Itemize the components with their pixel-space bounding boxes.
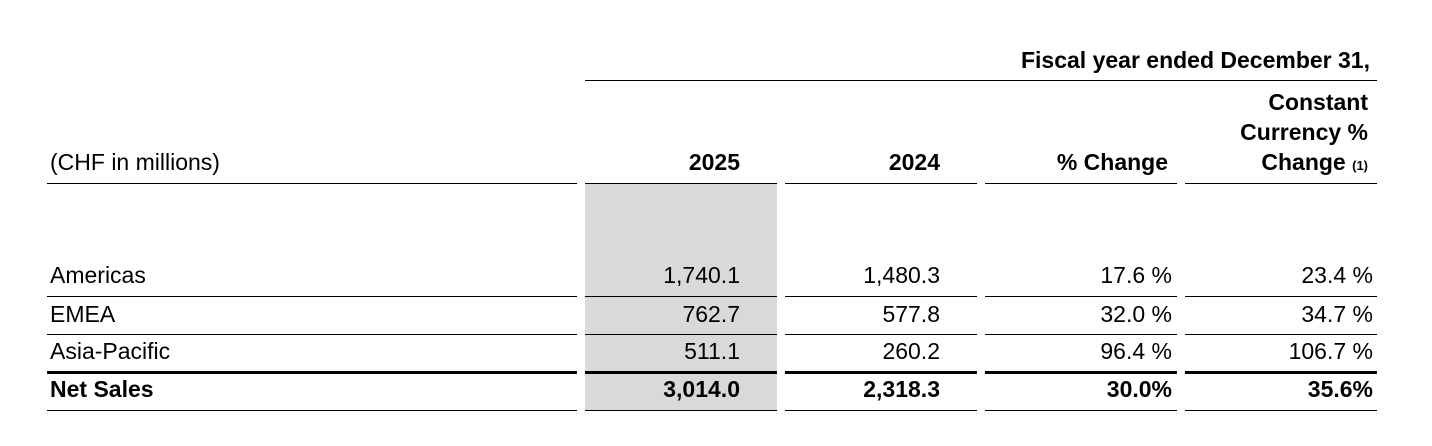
column-header: Constant Currency % Change (1) — [1185, 87, 1368, 181]
rule — [985, 183, 1177, 184]
rule — [585, 80, 1377, 81]
rule — [1185, 410, 1377, 411]
cell-value: 2,318.3 — [863, 376, 940, 402]
rule — [1185, 296, 1377, 297]
rule — [585, 334, 777, 335]
rule — [585, 183, 777, 184]
rule — [785, 334, 977, 335]
rule — [1185, 183, 1377, 184]
row-label: Asia-Pacific — [50, 338, 171, 364]
cell-value: 3,014.0 — [663, 376, 740, 402]
rule — [985, 296, 1177, 297]
header-line: Constant — [1268, 89, 1368, 115]
cell-value: 260.2 — [882, 338, 940, 364]
cell-value: 762.7 — [682, 301, 740, 327]
column-header: % Change — [1056, 149, 1168, 175]
rule — [1185, 334, 1377, 335]
rule — [785, 410, 977, 411]
rule — [585, 296, 777, 297]
rule — [47, 296, 577, 297]
column-header: (CHF in millions) — [50, 149, 220, 175]
column-header: 2025 — [688, 149, 740, 175]
rule — [985, 410, 1177, 411]
cell-value: 96.4 % — [1100, 338, 1172, 364]
rule — [785, 183, 977, 184]
cell-value: 23.4 % — [1301, 262, 1373, 288]
cell-value: 577.8 — [882, 301, 940, 327]
row-label: Net Sales — [50, 376, 154, 402]
rule — [47, 410, 577, 411]
cell-value: 106.7 % — [1288, 338, 1373, 364]
rule — [47, 334, 577, 335]
rule — [585, 410, 777, 411]
rule — [985, 334, 1177, 335]
cell-value: 30.0% — [1106, 376, 1172, 402]
column-header: 2024 — [888, 149, 940, 175]
cell-value: 1,480.3 — [863, 262, 940, 288]
footnote: (1) — [1352, 158, 1368, 173]
rule — [585, 371, 777, 374]
rule — [985, 371, 1177, 374]
rule — [785, 371, 977, 374]
super-header: Fiscal year ended December 31, — [1020, 47, 1370, 73]
rule — [1185, 371, 1377, 374]
rule — [47, 371, 577, 374]
rule — [785, 296, 977, 297]
header-line: Change (1) — [1185, 147, 1368, 181]
cell-value: 32.0 % — [1100, 301, 1172, 327]
rule — [47, 183, 577, 184]
cell-value: 1,740.1 — [663, 262, 740, 288]
cell-value: 17.6 % — [1100, 262, 1172, 288]
row-label: Americas — [50, 262, 146, 288]
cell-value: 35.6% — [1307, 376, 1373, 402]
cell-value: 511.1 — [684, 338, 740, 364]
header-text: Change — [1261, 149, 1346, 175]
row-label: EMEA — [50, 301, 116, 327]
header-line: Currency % — [1240, 119, 1368, 145]
cell-value: 34.7 % — [1301, 301, 1373, 327]
